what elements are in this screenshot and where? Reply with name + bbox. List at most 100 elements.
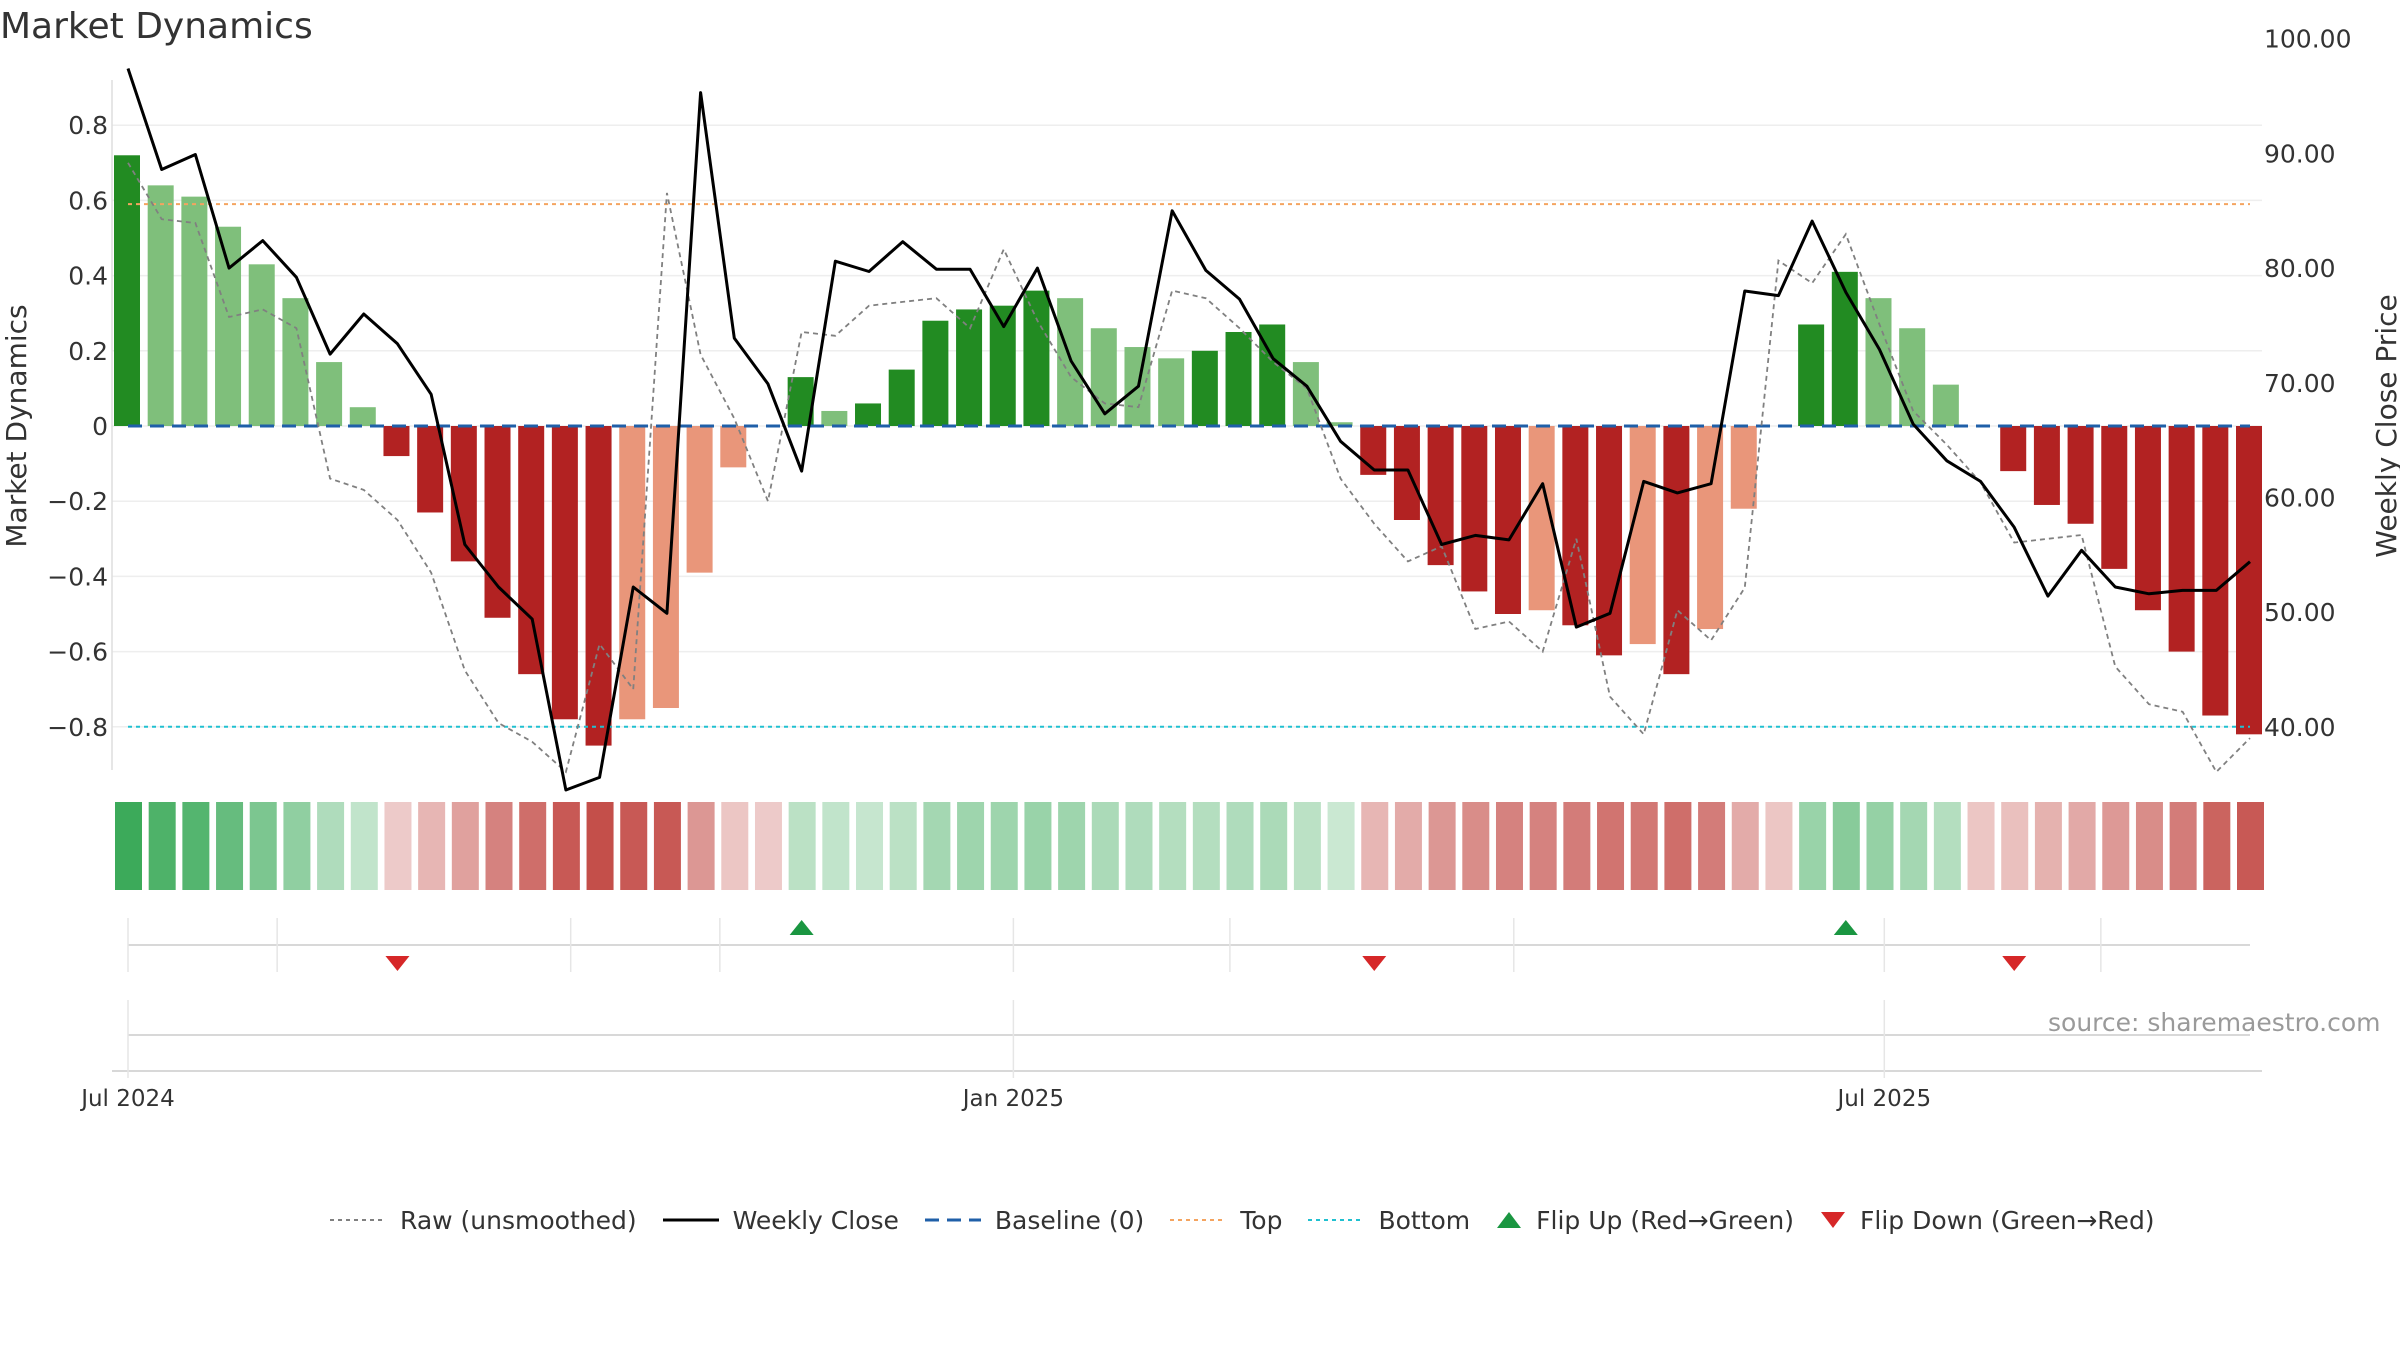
market-dynamics-bar: [2168, 426, 2195, 652]
y2-tick-label: 70.00: [2264, 369, 2336, 398]
heat-strip-cell: [1159, 802, 1187, 890]
heat-strip-cell: [418, 802, 446, 890]
solid-black-line-icon: [662, 1218, 719, 1222]
heat-strip-cell: [1361, 802, 1389, 890]
heat-strip-cell: [1394, 802, 1422, 890]
flip-down-marker: [2002, 956, 2027, 971]
heat-strip-cell: [856, 802, 884, 890]
heat-strip-cell: [1226, 802, 1254, 890]
heat-strip-cell: [990, 802, 1018, 890]
triangle-up-icon: [1497, 1212, 1522, 1228]
market-dynamics-bar: [1225, 332, 1252, 426]
legend-item: Weekly Close: [662, 1206, 899, 1235]
market-dynamics-bar: [720, 426, 747, 468]
dashed-blue-line-icon: [924, 1218, 981, 1222]
market-dynamics-bar: [821, 410, 848, 426]
y2-tick-label: 60.00: [2264, 484, 2336, 513]
heat-strip-cell: [1933, 802, 1961, 890]
heat-strip-cell: [2068, 802, 2096, 890]
market-dynamics-bar: [2202, 426, 2229, 716]
flip-down-marker: [1362, 956, 1387, 971]
y-tick-label: 0.4: [68, 262, 108, 291]
heat-strip-cell: [148, 802, 176, 890]
heat-strip-cell: [788, 802, 816, 890]
legend-label: Raw (unsmoothed): [400, 1205, 637, 1235]
market-dynamics-bar: [383, 426, 410, 457]
heat-strip-cell: [687, 802, 715, 890]
heat-strip-cell: [721, 802, 749, 890]
heat-strip-cell: [216, 802, 244, 890]
y2-tick-label: 90.00: [2264, 139, 2336, 168]
heat-strip-cell: [620, 802, 648, 890]
weekly-close-line: [126, 68, 2251, 792]
heat-strip-cell: [1058, 802, 1086, 890]
heat-strip-cell: [1664, 802, 1692, 890]
heat-strip-cell: [1293, 802, 1321, 890]
heat-strip-cell: [957, 802, 985, 890]
market-dynamics-bar: [1191, 350, 1218, 426]
heat-strip-cell: [2034, 802, 2062, 890]
market-dynamics-bar: [1697, 426, 1724, 630]
heat-strip-cell: [1799, 802, 1827, 890]
x-tick-label: Jul 2024: [79, 1086, 175, 1112]
heat-strip-cell: [2169, 802, 2197, 890]
legend-item: Flip Up (Red→Green): [1496, 1206, 1794, 1235]
heat-strip-cell: [1563, 802, 1591, 890]
heat-strip-cell: [1125, 802, 1153, 890]
legend-item: Flip Down (Green→Red): [1820, 1206, 2155, 1235]
heat-strip-cell: [2001, 802, 2029, 890]
y-tick-label: 0: [92, 412, 108, 441]
y-tick-label: −0.4: [47, 562, 108, 591]
market-dynamics-bar: [956, 309, 983, 426]
y2-tick-label: 40.00: [2264, 713, 2336, 742]
x-tick-label: Jan 2025: [961, 1086, 1064, 1112]
market-dynamics-bar: [248, 264, 275, 426]
market-dynamics-bar: [1831, 271, 1858, 426]
source-credit: source: sharemaestro.com: [2048, 1008, 2381, 1037]
heat-strip-cell: [1597, 802, 1625, 890]
market-dynamics-bar: [417, 426, 444, 513]
heat-strip-cell: [1967, 802, 1995, 890]
y2-tick-label: 100.00: [2264, 25, 2351, 54]
market-dynamics-bar: [551, 426, 578, 720]
y2-tick-label: 50.00: [2264, 598, 2336, 627]
market-dynamics-bar: [1562, 426, 1589, 626]
y-tick-label: −0.6: [47, 638, 108, 667]
heat-strip-cell: [2203, 802, 2231, 890]
chart-legend: Raw (unsmoothed) Weekly Close Baseline (0)…: [330, 1200, 2230, 1240]
market-dynamics-bar: [2236, 426, 2262, 735]
raw-series-line: [127, 162, 2251, 774]
heat-strip-cell: [1832, 802, 1860, 890]
triangle-down-icon: [1821, 1212, 1846, 1228]
market-dynamics-bar: [349, 407, 376, 426]
y-tick-label: 0.2: [68, 337, 108, 366]
market-dynamics-bar: [1899, 328, 1926, 426]
heat-strip-cell: [519, 802, 547, 890]
dotted-orange-line-icon: [1170, 1219, 1227, 1221]
legend-item: Raw (unsmoothed): [330, 1206, 637, 1235]
y-tick-label: 0.8: [68, 111, 108, 140]
legend-label: Baseline (0): [994, 1205, 1145, 1235]
legend-item: Top: [1170, 1206, 1282, 1235]
market-dynamics-bar: [1393, 426, 1420, 520]
heat-strip-cell: [1327, 802, 1355, 890]
heat-strip-cell: [822, 802, 850, 890]
flip-up-marker: [1833, 920, 1858, 935]
chart-title: Market Dynamics: [0, 6, 313, 47]
market-dynamics-bar: [1494, 426, 1521, 614]
y2-tick-label: 80.00: [2264, 254, 2336, 283]
market-dynamics-bar: [147, 185, 174, 426]
market-dynamics-bar: [585, 426, 612, 746]
heat-strip-cell: [1866, 802, 1894, 890]
heat-strip-cell: [1900, 802, 1928, 890]
heat-strip-cell: [1192, 802, 1220, 890]
market-dynamics-bar: [922, 320, 949, 426]
y-tick-label: 0.6: [68, 186, 108, 215]
heat-strip-cell: [2237, 802, 2264, 890]
market-dynamics-bar: [1023, 290, 1050, 426]
market-dynamics-bar: [686, 426, 713, 573]
heat-strip-cell: [485, 802, 513, 890]
heat-strip-cell: [1495, 802, 1523, 890]
